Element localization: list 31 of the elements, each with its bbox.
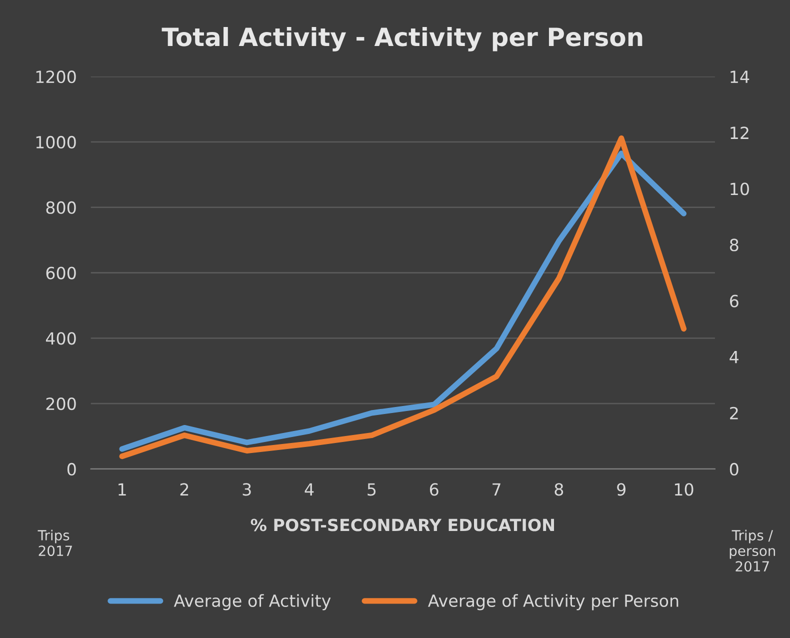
y2-tick-label: 14	[730, 70, 750, 83]
x-tick-label: 10	[674, 483, 694, 496]
y2-tick-label: 0	[730, 462, 738, 476]
x-tick-label: 3	[242, 483, 251, 496]
y-tick-label: 0	[67, 462, 76, 476]
y-tick-label: 1000	[36, 136, 76, 149]
chart-title: Total Activity - Activity per Person	[162, 27, 642, 52]
x-tick-label: 1	[118, 483, 126, 496]
y2-tick-label: 4	[730, 351, 739, 364]
y2-tick-label: 12	[730, 126, 748, 139]
y2-axis-title: Trips / person 2017	[730, 530, 776, 572]
y-tick-label: 200	[46, 397, 76, 410]
y-axis-title: Trips 2017	[38, 530, 72, 556]
y2-tick-label: 6	[730, 294, 738, 308]
x-tick-label: 4	[304, 483, 314, 496]
y-tick-label: 600	[46, 266, 76, 280]
legend-label: Average of Activity	[174, 594, 331, 610]
x-axis-title: % POST-SECONDARY EDUCATION	[250, 518, 554, 532]
y-tick-label: 400	[46, 332, 76, 345]
x-tick-label: 8	[554, 483, 564, 496]
x-tick-label: 2	[180, 483, 188, 496]
x-tick-label: 5	[368, 483, 376, 496]
y-tick-label: 1200	[36, 70, 76, 84]
x-tick-label: 6	[430, 483, 438, 496]
y2-tick-label: 2	[730, 406, 738, 420]
x-tick-label: 9	[617, 483, 626, 496]
y-tick-label: 800	[46, 201, 76, 214]
x-tick-label: 7	[492, 483, 500, 496]
y2-tick-label: 10	[730, 182, 749, 196]
legend-label: Average of Activity per Person	[428, 594, 678, 610]
y2-tick-label: 8	[730, 238, 738, 252]
